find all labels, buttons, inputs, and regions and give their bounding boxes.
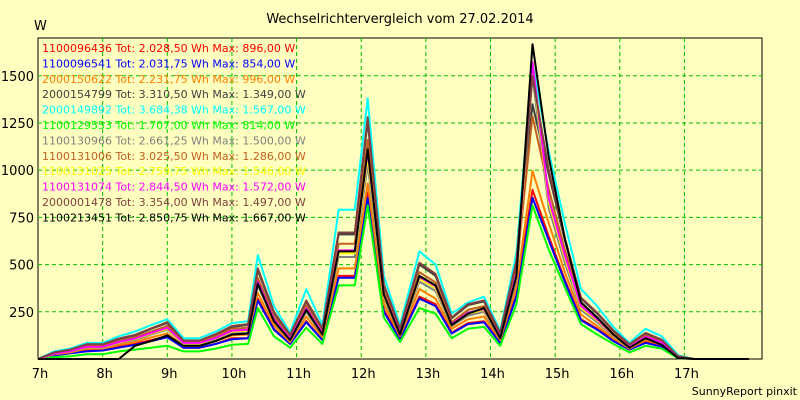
legend-entry-9: 1100131025 Tot: 2.759,75 Wh Max: 1.546,0… (42, 165, 306, 178)
legend-entry-12: 1100213451 Tot: 2.850,75 Wh Max: 1.667,0… (42, 211, 306, 224)
x-tick-label: 11h (286, 367, 311, 382)
x-tick-label: 15h (545, 367, 570, 382)
x-tick-label: 16h (609, 367, 634, 382)
x-tick-label: 7h (32, 367, 49, 382)
grid (38, 38, 762, 359)
legend-entry-10: 1100131074 Tot: 2.844,50 Wh Max: 1.572,0… (42, 181, 306, 194)
chart-title: Wechselrichtervergleich vom 27.02.2014 (266, 12, 533, 27)
series-line-12 (38, 43, 750, 360)
legend-entry-3: 2000150622 Tot: 2.231,75 Wh Max: 996,00 … (42, 73, 295, 86)
x-tick-label: 12h (351, 367, 376, 382)
y-tick-label: 500 (9, 259, 34, 274)
legend-entry-11: 2000001478 Tot: 3.354,00 Wh Max: 1.497,0… (42, 196, 306, 209)
x-tick-label: 14h (480, 367, 505, 382)
x-tick-label: 8h (96, 367, 113, 382)
plot-area (37, 37, 763, 360)
x-axis: 7h 8h 9h 10h 11h 12h 13h 14h 15h 16h 17h (32, 367, 699, 382)
y-tick-label: 1500 (1, 70, 34, 85)
footer-credit: SunnyReport pinxit (692, 385, 798, 398)
legend-entry-2: 1100096541 Tot: 2.031,75 Wh Max: 854,00 … (42, 57, 295, 70)
y-tick-label: 1250 (1, 117, 34, 132)
series-lines (37, 43, 750, 360)
series-line-6 (37, 204, 750, 360)
legend-entry-1: 1100096436 Tot: 2.028,50 Wh Max: 896,00 … (42, 42, 295, 55)
y-axis-unit: W (34, 19, 47, 34)
legend-entry-5: 2000149892 Tot: 3.684,38 Wh Max: 1.567,0… (42, 104, 306, 117)
x-tick-label: 13h (415, 367, 440, 382)
legend-entry-4: 2000154799 Tot: 3.310,50 Wh Max: 1.349,0… (42, 88, 306, 101)
x-tick-label: 10h (222, 367, 247, 382)
y-axis: 250 500 750 1000 1250 1500 (1, 70, 34, 321)
x-tick-label: 17h (674, 367, 699, 382)
y-tick-label: 750 (9, 211, 34, 226)
series-line-11 (37, 75, 750, 360)
legend-entry-8: 1100131006 Tot: 3.025,50 Wh Max: 1.286,0… (42, 150, 306, 163)
series-line-3 (37, 169, 750, 360)
x-tick-label: 9h (161, 367, 178, 382)
y-tick-label: 1000 (1, 164, 34, 179)
legend-entry-6: 1100129553 Tot: 1.707,00 Wh Max: 814,00 … (42, 119, 295, 132)
legend-entry-7: 1100130966 Tot: 2.661,25 Wh Max: 1.500,0… (42, 134, 306, 147)
legend: 1100096436 Tot: 2.028,50 Wh Max: 896,00 … (42, 42, 306, 224)
y-tick-label: 250 (9, 306, 34, 321)
